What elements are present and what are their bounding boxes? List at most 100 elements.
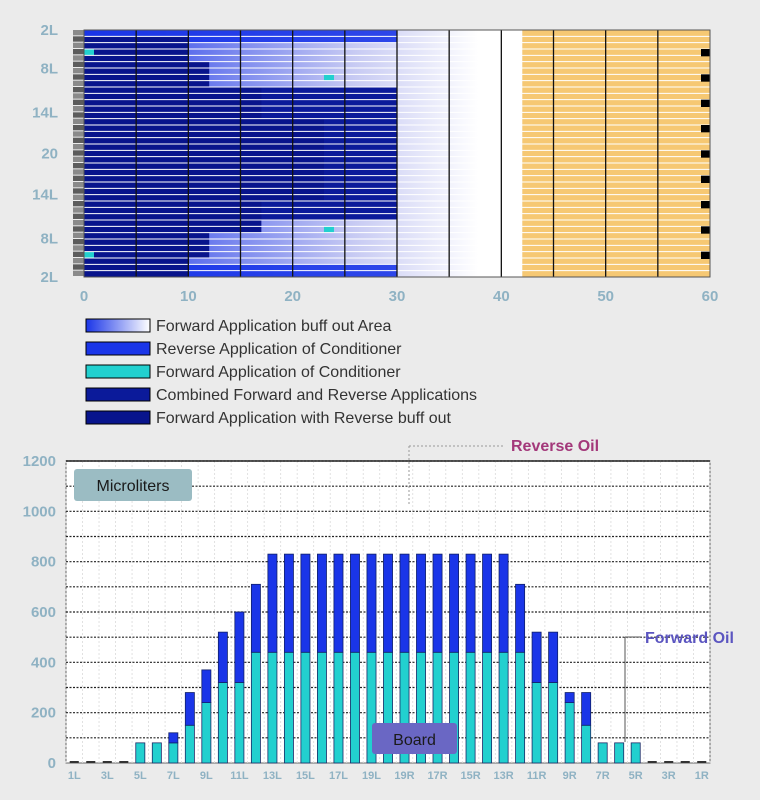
gutter-stripe [73,156,84,162]
x-tick-label: 19L [362,770,381,782]
ylabel-box [74,469,192,501]
bar-forward-oil [564,702,575,764]
forward-reverse-buff-row [84,232,210,239]
bar-reverse-oil [564,692,575,703]
forward-reverse-buff-row [84,194,324,201]
y-tick-label: 600 [31,604,56,621]
bar-reverse-oil [366,553,377,653]
bar-reverse-oil [432,553,443,653]
gutter-stripe [73,169,84,175]
forward-reverse-buff-row [84,118,324,125]
y-tick-label: 1000 [23,503,56,520]
bar-forward-oil [217,682,228,764]
forward-reverse-buff-row [84,87,262,94]
forward-reverse-buff-row [84,201,262,208]
forward-conditioner-marker [323,74,334,81]
gutter-stripe [73,213,84,219]
forward-reverse-buff-row [84,137,324,144]
reverse-oil-annotation: Reverse Oil [511,438,599,455]
gutter-stripe [73,194,84,200]
x-tick-label: 1L [68,770,81,782]
x-tick-label: 9R [563,770,577,782]
forward-reverse-buff-row [84,112,262,119]
bar-forward-oil [300,651,311,764]
forward-oil-annotation: Forward Oil [645,630,734,647]
edge-marker [701,74,710,82]
forward-reverse-buff-row [84,182,324,189]
x-tick-label: 11L [230,770,249,782]
gutter-stripe [73,182,84,188]
x-tick-label: 15R [460,770,480,782]
bar-forward-oil [201,702,212,764]
edge-marker [701,125,710,133]
x-tick-label: 17L [329,770,348,782]
gutter-stripe [73,144,84,150]
bar-reverse-oil [350,553,360,653]
bar-reverse-oil [581,692,592,726]
bar-reverse-oil [482,553,493,653]
gutter-stripe [73,61,84,67]
gutter-stripe [73,207,84,213]
gutter-stripe [73,125,84,131]
bar-forward-oil [135,742,146,764]
forward-reverse-buff-row [84,163,324,170]
x-tick-label: 13R [493,770,513,782]
gutter-stripe [73,118,84,124]
forward-reverse-buff-row [84,106,262,113]
gutter-stripe [73,36,84,42]
y-tick-label: 1200 [23,453,56,470]
forward-reverse-buff-row [84,156,324,163]
gutter-stripe [73,80,84,86]
bar-reverse-oil [333,553,344,653]
gutter-stripe [73,93,84,99]
xlabel-text: Board [393,732,436,749]
forward-reverse-buff-row [84,220,262,227]
bar-reverse-oil [300,553,311,653]
heatmap-frame [83,29,711,278]
row-tick-label: 14L [32,187,58,204]
bar-forward-oil [250,651,261,764]
row-tick-label: 2L [40,22,58,39]
forward-reverse-buff-row [84,68,210,75]
forward-reverse-buff-row [84,245,210,252]
bar-reverse-oil [399,553,410,653]
gutter-stripe [73,175,84,181]
bar-forward-oil [498,651,509,764]
bar-forward-oil [548,682,559,764]
bar-reverse-oil [250,583,261,653]
forward-reverse-buff-row [84,175,324,182]
bar-forward-oil [151,742,162,764]
bar-reverse-oil [449,553,459,653]
forward-reverse-buff-row [84,144,324,151]
forward-reverse-buff-row [84,226,262,233]
bar-reverse-oil [283,553,294,653]
forward-reverse-buff-row [84,251,210,258]
bar-forward-oil [317,651,327,764]
bar-reverse-oil [267,553,278,653]
gutter-stripe [73,68,84,74]
bar-forward-oil [184,724,195,764]
forward-reverse-buff-row [84,74,210,81]
row-tick-label: 20 [41,146,58,163]
bar-reverse-oil [383,553,393,653]
x-tick-label: 15L [296,770,315,782]
forward-reverse-buff-row [84,125,324,132]
bar-forward-oil [482,651,493,764]
edge-marker [701,150,710,158]
forward-conditioner-marker [84,251,94,258]
forward-reverse-buff-row [84,131,324,138]
gutter-stripe [73,226,84,232]
bar-reverse-oil [515,583,526,653]
forward-reverse-buff-row [84,239,210,246]
x-tick-label: 10 [180,288,197,305]
x-tick-label: 5L [134,770,147,782]
x-tick-label: 40 [493,288,510,305]
bar-forward-oil [465,651,476,764]
gutter-stripe [73,264,84,270]
gutter-stripe [73,150,84,156]
gutter-stripe [73,30,84,36]
edge-marker [701,175,710,183]
bar-reverse-oil [217,631,228,683]
edge-marker [701,49,710,57]
